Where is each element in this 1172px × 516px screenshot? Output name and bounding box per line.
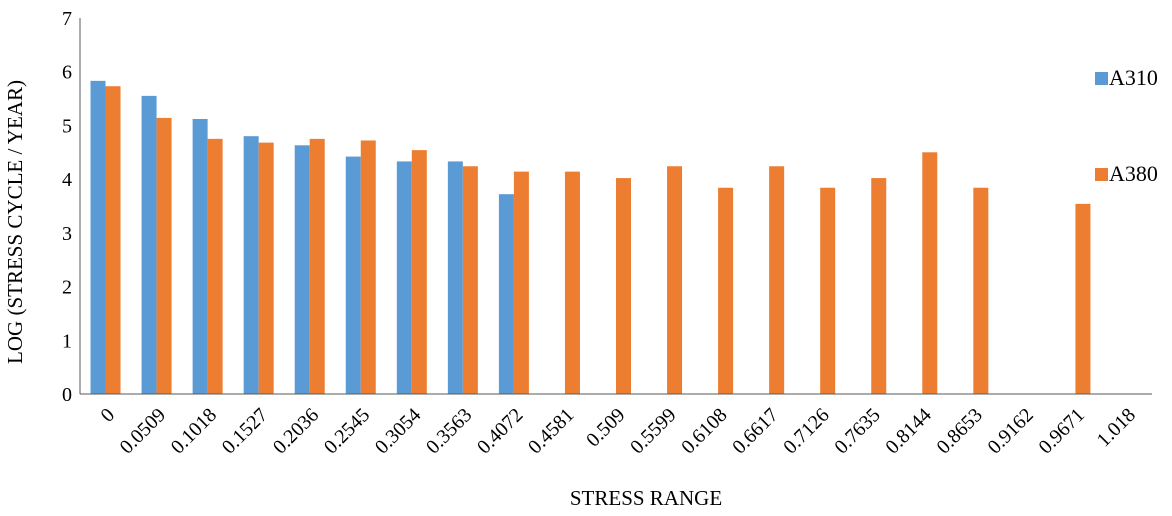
bar-a380 [156, 117, 172, 394]
bar-a380 [207, 138, 223, 394]
x-tick-label: 0.7635 [830, 404, 884, 458]
legend-swatch [1095, 72, 1108, 85]
bar-a310 [243, 136, 259, 394]
x-tick-label: 0.9671 [1035, 404, 1089, 458]
x-tick-label: 0.6617 [728, 404, 782, 458]
bar-a310 [498, 194, 514, 394]
bar-a380 [360, 140, 376, 394]
legend: A310 A380 [1095, 65, 1158, 186]
bar-a380 [258, 142, 274, 394]
x-tick-label: 0.9162 [983, 404, 1037, 458]
bar-a380 [105, 86, 121, 395]
x-tick-label: 0.0509 [116, 404, 170, 458]
y-axis-title: LOG (STRESS CYCLE / YEAR) [3, 80, 27, 364]
bar-a380 [616, 178, 631, 394]
bar-a380 [411, 150, 427, 394]
x-tick-label: 0.3563 [422, 404, 476, 458]
bar-a380 [769, 166, 785, 394]
bar-a380 [513, 171, 529, 394]
legend-label: A380 [1109, 161, 1158, 186]
y-tick-label: 6 [62, 62, 72, 84]
y-tick-label: 2 [62, 277, 72, 299]
bar-a380 [973, 187, 989, 394]
x-axis-title: STRESS RANGE [570, 486, 722, 510]
x-tick-label: 0.8653 [932, 404, 986, 458]
bar-a310 [396, 161, 412, 394]
bar-a310 [345, 156, 361, 394]
bar-a310 [294, 145, 310, 394]
y-tick-labels: 0 1 2 3 4 5 6 7 [62, 8, 72, 406]
bar-a380 [820, 187, 836, 394]
bar-a380 [667, 166, 683, 394]
bar-a380 [564, 171, 580, 394]
x-tick-label: 0.5599 [626, 404, 680, 458]
bar-a380 [462, 166, 478, 394]
x-tick-label: 0.2545 [320, 404, 374, 458]
y-tick-label: 1 [62, 330, 72, 352]
x-tick-label: 0.8144 [881, 404, 935, 458]
x-tick-label: 1.018 [1093, 404, 1140, 451]
legend-item-a380: A380 [1095, 161, 1158, 186]
bar-a380 [1075, 203, 1091, 394]
x-tick-label: 0.4072 [473, 404, 527, 458]
x-tick-label: 0.1527 [218, 404, 272, 458]
x-tick-label: 0.3054 [371, 404, 425, 458]
x-tick-label: 0 [96, 404, 119, 427]
y-tick-label: 3 [62, 223, 72, 245]
bar-a380 [922, 152, 938, 394]
bar-a310 [141, 95, 157, 394]
legend-label: A310 [1109, 65, 1158, 90]
x-tick-label: 0.7126 [779, 404, 833, 458]
bar-a380 [871, 178, 887, 394]
legend-item-a310: A310 [1095, 65, 1158, 90]
bar-a310 [90, 80, 106, 395]
x-tick-label: 0.1018 [167, 404, 221, 458]
bar-a310 [192, 118, 208, 395]
y-tick-label: 7 [62, 8, 72, 30]
y-tick-label: 5 [62, 115, 72, 137]
y-tick-label: 0 [62, 384, 72, 406]
bar-a380 [718, 187, 734, 394]
x-tick-label: 0.509 [582, 404, 629, 451]
bar-a380 [309, 138, 325, 394]
bar-a310 [447, 161, 463, 394]
x-tick-label: 0.6108 [677, 404, 731, 458]
x-tick-labels: 00.05090.10180.15270.20360.25450.30540.3… [96, 404, 1140, 458]
bars-group [90, 80, 1091, 395]
y-tick-label: 4 [62, 169, 72, 191]
x-tick-label: 0.2036 [269, 404, 323, 458]
legend-swatch [1095, 168, 1108, 181]
x-tick-label: 0.4581 [524, 404, 578, 458]
